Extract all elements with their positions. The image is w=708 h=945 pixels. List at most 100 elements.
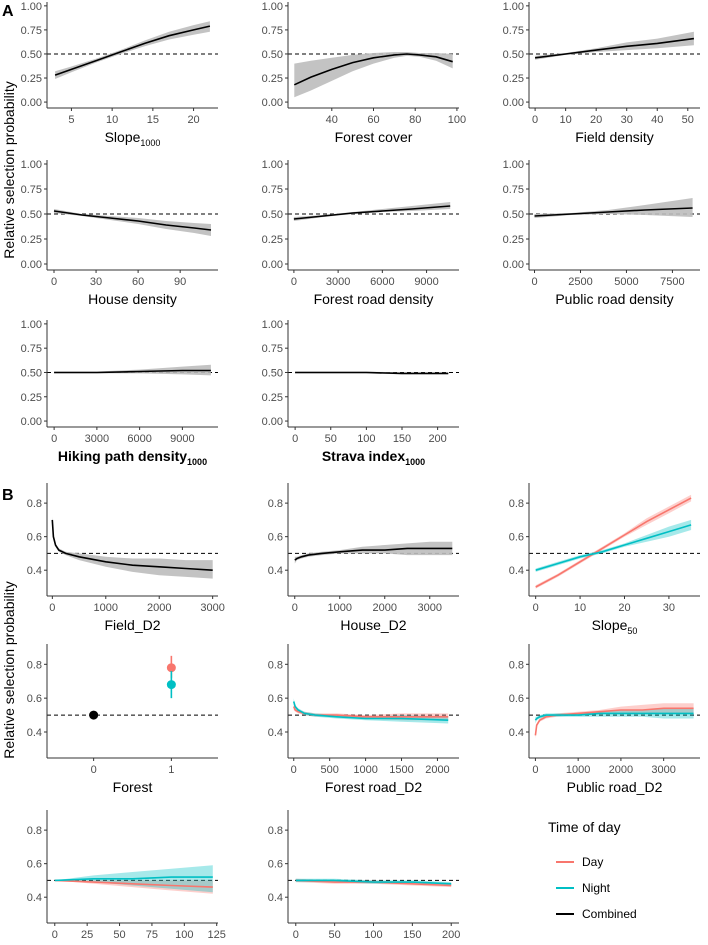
x-tick-label: 2000 <box>425 764 449 776</box>
ribbon-day <box>54 880 213 894</box>
x-tick-label: 7500 <box>660 276 684 288</box>
x-tick-label: 60 <box>367 114 379 126</box>
y-tick-label: 0.00 <box>21 416 42 428</box>
ribbon-night <box>535 708 694 724</box>
legend-items: Day Night Combined <box>556 855 637 921</box>
y-axis-title-b: Relative selection probability <box>1 581 17 758</box>
y-tick-label: 0.25 <box>21 392 42 404</box>
panel-b6: 0.4 0.6 0.8 0 1000 2000 3000 Public road_D2 <box>509 644 700 795</box>
x-tick-label: 0 <box>52 929 58 941</box>
x-tick-label: 20 <box>618 602 630 614</box>
x-tick-label: 30 <box>621 114 633 126</box>
x-tick-label: 9000 <box>414 276 438 288</box>
x-tick-label: 40 <box>326 114 338 126</box>
x-tick-label: 20 <box>187 114 199 126</box>
panel-b8: 0.40.60.8050100150200Strava index50 <box>268 810 460 945</box>
x-axis-title-text: Forest cover <box>335 129 413 145</box>
y-tick-label: 0.6 <box>509 532 524 544</box>
ribbon-night <box>535 519 692 572</box>
point-night <box>166 680 176 690</box>
panel-letter-a: A <box>2 3 14 20</box>
panel-b3: 0.4 0.6 0.8 0 10 20 30 Slope50 <box>509 483 700 636</box>
x-axis-title-subscript: 50 <box>627 626 637 636</box>
y-tick-label: 0.75 <box>503 25 524 37</box>
y-tick-label: 0.8 <box>27 825 42 837</box>
line-combined <box>54 25 211 76</box>
y-tick-label: 0.8 <box>268 659 283 671</box>
y-tick-label: 0.50 <box>21 367 42 379</box>
x-tick-label: 50 <box>113 929 125 941</box>
legend-label-day: Day <box>582 855 603 869</box>
line-combined <box>51 519 213 571</box>
point-day <box>166 663 176 673</box>
legend-title: Time of day <box>548 819 621 835</box>
x-axis-title-text: Public road_D2 <box>567 779 663 795</box>
panel-b4: 0.4 0.6 0.8 0 1 Forest <box>27 644 218 795</box>
x-tick-label: 50 <box>325 433 337 445</box>
x-axis-title-text: Forest road density <box>314 291 434 307</box>
y-tick-label: 0.75 <box>262 343 283 355</box>
x-axis-title-text: House_D2 <box>340 617 406 633</box>
x-axis-title: Strava index1000 <box>322 448 425 467</box>
x-tick-label: 0 <box>533 602 539 614</box>
x-axis-title: Public road_D2 <box>567 779 663 795</box>
y-tick-label: 0.6 <box>268 693 283 705</box>
x-axis-title-text: Strava index <box>322 448 405 464</box>
x-tick-label: 0 <box>291 764 297 776</box>
x-tick-label: 3000 <box>326 276 350 288</box>
y-tick-label: 0.75 <box>262 25 283 37</box>
y-tick-label: 0.50 <box>262 367 283 379</box>
y-tick-label: 0.25 <box>262 234 283 246</box>
y-tick-label: 1.00 <box>262 159 283 171</box>
panel-b7: 0.40.60.80255075100125Hiking path densit… <box>27 810 226 945</box>
y-tick-label: 0.50 <box>21 49 42 61</box>
x-tick-label: 50 <box>329 929 341 941</box>
panel-a4: 0.00 0.25 0.50 0.75 1.00 0 30 60 90 House density <box>21 159 218 307</box>
y-tick-label: 0.00 <box>262 416 283 428</box>
x-tick-label: 2000 <box>609 764 633 776</box>
line-combined <box>54 369 211 374</box>
line-combined <box>294 547 453 561</box>
x-axis-title-text: Slope <box>592 617 628 633</box>
x-axis-title: Hiking path density1000 <box>58 448 207 467</box>
y-tick-label: 0.4 <box>27 565 42 577</box>
y-tick-label: 1.00 <box>262 1 283 13</box>
y-tick-label: 0.00 <box>21 259 42 271</box>
y-tick-label: 0.50 <box>262 209 283 221</box>
x-tick-label: 9000 <box>170 433 194 445</box>
panel-a5: 0.00 0.25 0.50 0.75 1.00 0 3000 6000 9000 Forest … <box>262 159 459 307</box>
x-tick-label: 1000 <box>94 602 118 614</box>
x-axis-title-text: House density <box>88 291 177 307</box>
y-tick-label: 0.00 <box>262 259 283 271</box>
x-axis-title: Field density <box>575 129 654 145</box>
ribbon-combined <box>54 209 211 236</box>
x-tick-label: 40 <box>651 114 663 126</box>
y-tick-label: 0.8 <box>509 659 524 671</box>
ribbon-combined <box>294 52 453 98</box>
y-tick-label: 0.50 <box>503 209 524 221</box>
ribbon-combined <box>52 516 213 579</box>
line-night <box>292 701 449 721</box>
panel-letter-b: B <box>2 487 14 504</box>
x-axis-title-text: Field density <box>575 129 654 145</box>
y-tick-label: 1.00 <box>503 1 524 13</box>
panel-a1: 0.00 0.25 0.50 0.75 1.00 5 10 15 20 Slope1000 <box>21 1 218 148</box>
x-axis-title: House_D2 <box>340 617 406 633</box>
y-tick-label: 0.4 <box>268 727 283 739</box>
x-tick-label: 25 <box>81 929 93 941</box>
x-tick-label: 80 <box>409 114 421 126</box>
legend-label-combined: Combined <box>582 907 637 921</box>
ribbon-combined <box>55 21 210 79</box>
legend-label-night: Night <box>582 881 611 895</box>
x-tick-label: 50 <box>682 114 694 126</box>
x-tick-label: 90 <box>174 276 186 288</box>
line-combined <box>293 53 453 86</box>
x-axis-title-subscript: 1000 <box>187 457 207 467</box>
point-combined <box>89 710 99 720</box>
x-axis-title: Forest road_D2 <box>325 779 422 795</box>
x-tick-label: 0 <box>292 433 298 445</box>
x-tick-label: 30 <box>90 276 102 288</box>
